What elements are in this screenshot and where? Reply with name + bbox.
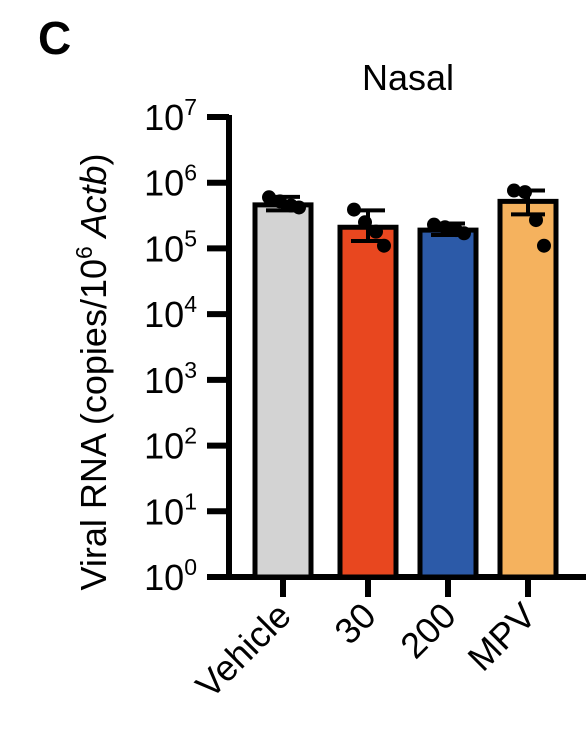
x-tick-label: MPV xyxy=(460,595,544,679)
y-axis-label-prefix: Viral RNA (copies/10 xyxy=(73,259,114,591)
data-point xyxy=(347,202,361,217)
y-tick-base: 10 xyxy=(144,228,184,269)
y-axis-label-close: ) xyxy=(73,154,114,166)
x-tick-label: Vehicle xyxy=(188,595,299,706)
y-axis-label-italic: Actb xyxy=(73,166,114,247)
y-tick-exponent: 6 xyxy=(184,160,197,186)
data-point xyxy=(537,238,551,253)
y-tick-label: 105 xyxy=(144,225,197,269)
y-tick-exponent: 1 xyxy=(184,488,197,514)
bar xyxy=(252,202,314,580)
data-point xyxy=(377,238,391,253)
y-tick-exponent: 5 xyxy=(184,225,197,251)
y-tick-base: 10 xyxy=(144,294,184,335)
panel-label: C xyxy=(38,12,71,64)
y-tick-base: 10 xyxy=(144,360,184,401)
y-tick-label: 103 xyxy=(144,357,197,401)
y-tick-label: 102 xyxy=(144,423,197,467)
data-point xyxy=(438,220,452,235)
data-point xyxy=(529,213,543,228)
data-point xyxy=(369,224,383,239)
y-tick-label: 104 xyxy=(144,291,197,335)
y-tick-exponent: 3 xyxy=(184,357,197,383)
data-point xyxy=(273,194,287,209)
y-tick-label: 101 xyxy=(144,488,197,532)
y-tick-label: 100 xyxy=(144,554,197,598)
bars xyxy=(252,198,559,580)
data-point xyxy=(457,226,471,241)
y-tick-label: 107 xyxy=(144,94,197,138)
data-point xyxy=(292,200,306,215)
bar xyxy=(417,227,479,580)
chart-title: Nasal xyxy=(362,57,454,98)
data-point xyxy=(518,185,532,200)
x-tick-label: 200 xyxy=(392,595,463,666)
y-tick-exponent: 0 xyxy=(184,554,197,580)
data-point xyxy=(507,183,521,198)
bar xyxy=(497,198,559,580)
x-tick-label: 30 xyxy=(326,595,383,652)
y-tick-label: 106 xyxy=(144,160,197,204)
data-points xyxy=(262,183,551,253)
y-tick-base: 10 xyxy=(144,557,184,598)
data-point xyxy=(427,217,441,232)
y-tick-exponent: 2 xyxy=(184,423,197,449)
y-axis-label: Viral RNA (copies/106 Actb) xyxy=(71,154,114,591)
y-tick-exponent: 4 xyxy=(184,291,197,317)
bar xyxy=(337,224,399,580)
y-tick-base: 10 xyxy=(144,163,184,204)
data-point xyxy=(262,190,276,205)
y-tick-exponent: 7 xyxy=(184,94,197,120)
y-axis-label-exponent: 6 xyxy=(71,246,97,259)
data-point xyxy=(358,215,372,230)
y-tick-base: 10 xyxy=(144,97,184,138)
y-tick-base: 10 xyxy=(144,426,184,467)
y-tick-base: 10 xyxy=(144,491,184,532)
